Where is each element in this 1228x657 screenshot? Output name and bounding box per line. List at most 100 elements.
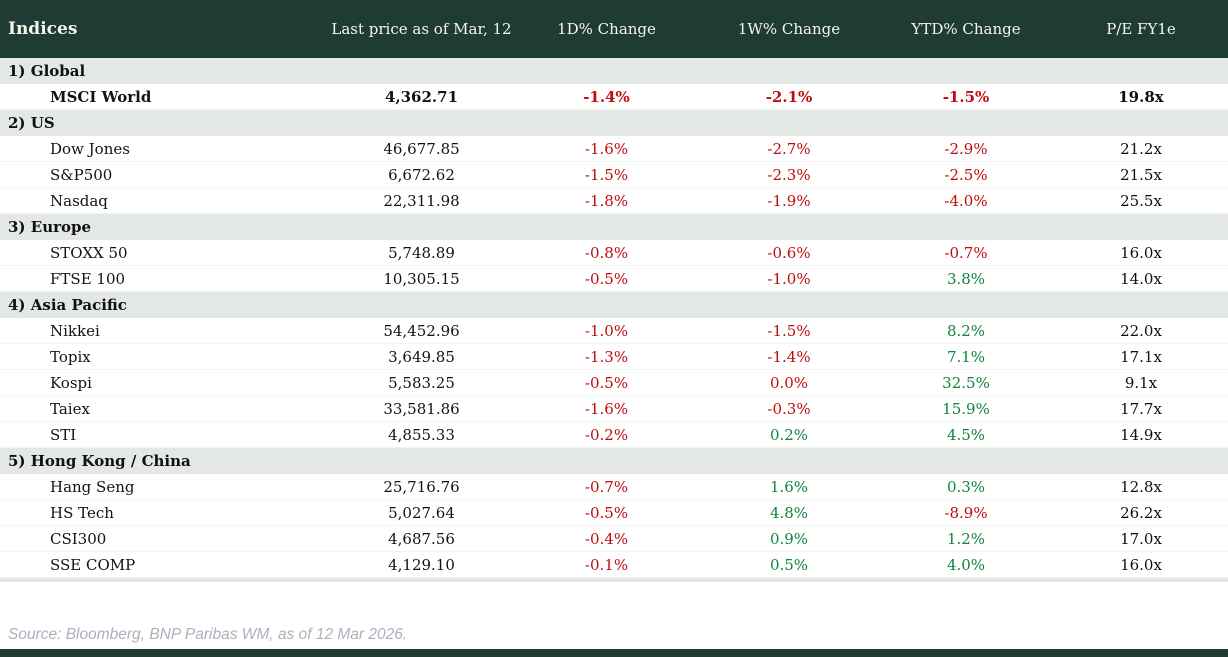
1d-change-value: -0.5%: [584, 503, 629, 522]
1d-change-value: -1.4%: [583, 87, 630, 106]
1w-change-value: -0.3%: [767, 399, 811, 418]
table-row: Taiex 33,581.86 -1.6% -0.3% 15.9% 17.7x: [0, 396, 1228, 422]
table-row: Hang Seng 25,716.76 -0.7% 1.6% 0.3% 12.8x: [0, 474, 1228, 500]
1d-change-value: -0.5%: [584, 373, 629, 392]
table-row: Nikkei 54,452.96 -1.0% -1.5% 8.2% 22.0x: [0, 318, 1228, 344]
1d-change-value: -0.2%: [584, 425, 629, 444]
table-row: Kospi 5,583.25 -0.5% 0.0% 32.5% 9.1x: [0, 370, 1228, 396]
index-name: Taiex: [50, 399, 90, 418]
ytd-change-value: 8.2%: [946, 321, 986, 340]
1w-change-value: -0.6%: [767, 243, 811, 262]
pe-value: 17.1x: [1120, 347, 1162, 366]
pe-value: 14.0x: [1120, 269, 1162, 288]
last-price: 33,581.86: [383, 399, 460, 418]
ytd-change-value: -0.7%: [944, 243, 988, 262]
pe-value: 21.2x: [1120, 139, 1162, 158]
1d-change-value: -1.6%: [584, 139, 629, 158]
section-row: 3) Europe: [0, 214, 1228, 240]
ytd-change-value: 7.1%: [946, 347, 986, 366]
ytd-change-value: -1.5%: [942, 87, 990, 106]
1w-change-value: 1.6%: [769, 477, 809, 496]
index-name: Hang Seng: [50, 477, 135, 496]
1w-change-value: 0.2%: [769, 425, 809, 444]
column-header-last-price: Last price as of Mar, 12: [331, 20, 512, 38]
pe-value: 19.8x: [1118, 87, 1164, 106]
1w-change-value: 0.5%: [769, 555, 809, 574]
table-title: Indices: [8, 19, 78, 39]
1w-change-value: 4.8%: [769, 503, 809, 522]
last-price: 3,649.85: [388, 347, 455, 366]
1w-change-value: -2.7%: [767, 139, 811, 158]
pe-value: 22.0x: [1120, 321, 1162, 340]
ytd-change-value: 4.5%: [946, 425, 986, 444]
last-price: 54,452.96: [383, 321, 460, 340]
section-row: 4) Asia Pacific: [0, 292, 1228, 318]
table-row: HS Tech 5,027.64 -0.5% 4.8% -8.9% 26.2x: [0, 500, 1228, 526]
last-price: 5,748.89: [388, 243, 455, 262]
1w-change-value: 0.9%: [769, 529, 809, 548]
1w-change-value: -1.5%: [767, 321, 811, 340]
index-name: SSE COMP: [50, 555, 136, 574]
index-name: Topix: [50, 347, 91, 366]
column-header-ytd-change: YTD% Change: [911, 20, 1021, 38]
last-price: 5,027.64: [388, 503, 455, 522]
last-price: 22,311.98: [383, 191, 460, 210]
last-price: 4,362.71: [384, 87, 459, 106]
section-row: 2) US: [0, 110, 1228, 136]
1d-change-value: -1.0%: [584, 321, 629, 340]
index-name: S&P500: [50, 165, 113, 184]
pe-value: 9.1x: [1124, 373, 1158, 392]
table-row: Topix 3,649.85 -1.3% -1.4% 7.1% 17.1x: [0, 344, 1228, 370]
1w-change-value: -1.4%: [767, 347, 811, 366]
table-body: 1) Global MSCI World 4,362.71 -1.4% -2.1% -1.…: [0, 58, 1228, 578]
index-name: Kospi: [50, 373, 92, 392]
1d-change-value: -0.1%: [584, 555, 629, 574]
column-header-pe: P/E FY1e: [1106, 20, 1176, 38]
ytd-change-value: -2.9%: [944, 139, 988, 158]
last-price: 10,305.15: [383, 269, 460, 288]
section-row: 1) Global: [0, 58, 1228, 84]
table-row: STOXX 50 5,748.89 -0.8% -0.6% -0.7% 16.0x: [0, 240, 1228, 266]
1d-change-value: -1.8%: [584, 191, 629, 210]
ytd-change-value: 15.9%: [942, 399, 990, 418]
column-header-1w-change: 1W% Change: [737, 20, 841, 38]
1d-change-value: -1.3%: [584, 347, 629, 366]
table-row: CSI300 4,687.56 -0.4% 0.9% 1.2% 17.0x: [0, 526, 1228, 552]
1d-change-value: -0.4%: [584, 529, 629, 548]
pe-value: 17.0x: [1120, 529, 1162, 548]
index-name: HS Tech: [50, 503, 114, 522]
1w-change-value: -1.9%: [767, 191, 811, 210]
index-name: FTSE 100: [50, 269, 126, 288]
table-row: MSCI World 4,362.71 -1.4% -2.1% -1.5% 19.8x: [0, 84, 1228, 110]
1d-change-value: -0.7%: [584, 477, 629, 496]
index-name: Nikkei: [50, 321, 100, 340]
ytd-change-value: 3.8%: [946, 269, 986, 288]
last-price: 25,716.76: [383, 477, 460, 496]
source-note: Source: Bloomberg, BNP Paribas WM, as of…: [8, 626, 408, 643]
1w-change-value: -1.0%: [767, 269, 811, 288]
last-price: 5,583.25: [388, 373, 455, 392]
last-price: 46,677.85: [383, 139, 460, 158]
section-row: 5) Hong Kong / China: [0, 448, 1228, 474]
pe-value: 21.5x: [1120, 165, 1162, 184]
1d-change-value: -1.5%: [584, 165, 629, 184]
1w-change-value: -2.3%: [767, 165, 811, 184]
ytd-change-value: 32.5%: [942, 373, 990, 392]
table-row: Dow Jones 46,677.85 -1.6% -2.7% -2.9% 21.2x: [0, 136, 1228, 162]
ytd-change-value: -4.0%: [944, 191, 988, 210]
ytd-change-value: 0.3%: [946, 477, 986, 496]
1d-change-value: -0.5%: [584, 269, 629, 288]
pe-value: 16.0x: [1120, 555, 1162, 574]
index-name: Nasdaq: [50, 191, 108, 210]
1w-change-value: -2.1%: [765, 87, 813, 106]
1w-change-value: 0.0%: [769, 373, 809, 392]
index-name: Dow Jones: [50, 139, 130, 158]
ytd-change-value: -8.9%: [944, 503, 988, 522]
last-price: 6,672.62: [388, 165, 455, 184]
table-bottom-divider: [0, 578, 1228, 582]
1d-change-value: -1.6%: [584, 399, 629, 418]
pe-value: 17.7x: [1120, 399, 1162, 418]
ytd-change-value: 4.0%: [946, 555, 986, 574]
last-price: 4,855.33: [388, 425, 455, 444]
pe-value: 26.2x: [1120, 503, 1162, 522]
